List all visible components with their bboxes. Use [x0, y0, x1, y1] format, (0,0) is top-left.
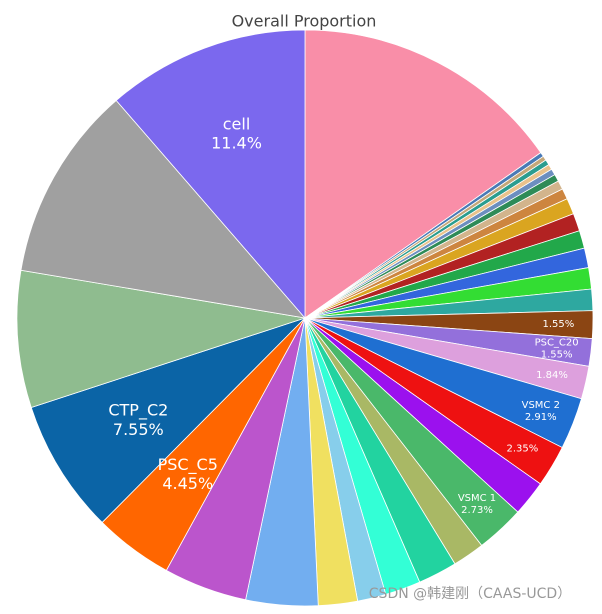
slice-value-label: 1.55%	[541, 349, 573, 360]
watermark: CSDN @韩建刚（CAAS-UCD）	[369, 586, 571, 602]
slice-value-label: 11.4%	[211, 134, 262, 153]
slice-value-label: 2.35%	[506, 443, 538, 454]
slice-label: PSC_C20	[535, 337, 579, 348]
slice-value-label: 4.45%	[162, 474, 213, 493]
pie-slice	[20, 99, 307, 319]
slice-value-label: 2.73%	[461, 505, 493, 516]
slice-label: cell	[223, 114, 251, 133]
slices	[16, 29, 594, 607]
slice-value-label: 7.55%	[113, 420, 164, 439]
slice-label: VSMC 2	[522, 400, 560, 411]
pie-slice	[16, 269, 306, 409]
slice-value-label: 2.91%	[525, 412, 557, 423]
pie-slice	[30, 317, 306, 524]
slice-value-label: 1.55%	[542, 319, 574, 330]
pie-slice	[304, 29, 542, 319]
slice-label: CTP_C2	[108, 401, 168, 421]
pie-slice	[115, 29, 306, 320]
slice-value-label: 1.84%	[536, 370, 568, 381]
slice-label: VSMC 1	[458, 493, 496, 504]
slice-label: PSC_C5	[158, 455, 218, 475]
chart-title: Overall Proportion	[232, 12, 377, 31]
